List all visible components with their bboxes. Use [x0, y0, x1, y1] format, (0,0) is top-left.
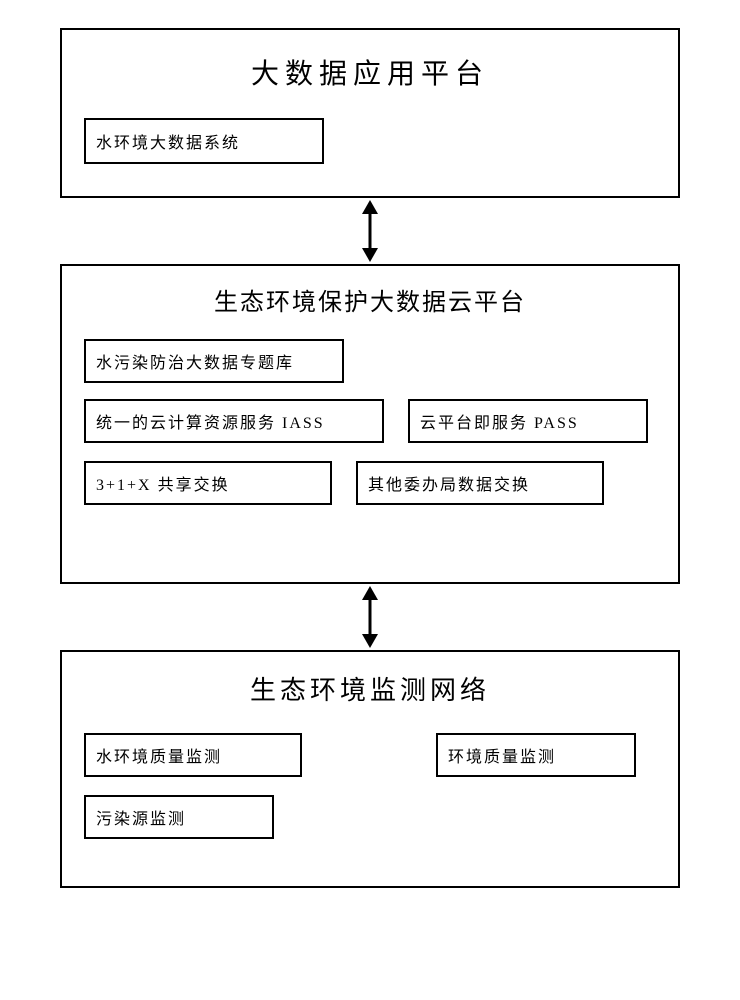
- double-arrow-icon: [346, 584, 394, 650]
- item-box: 污染源监测: [84, 795, 274, 839]
- layer-row: 污染源监测: [62, 795, 678, 855]
- item-box: 3+1+X 共享交换: [84, 461, 332, 505]
- layer-row: 水环境质量监测 环境质量监测: [62, 733, 678, 795]
- double-arrow-icon: [346, 198, 394, 264]
- layer-row: 3+1+X 共享交换 其他委办局数据交换: [62, 461, 678, 521]
- layer-cloud-platform: 生态环境保护大数据云平台 水污染防治大数据专题库 统一的云计算资源服务 IASS…: [60, 264, 680, 584]
- layer-title: 大数据应用平台: [62, 30, 678, 118]
- item-box: 水环境大数据系统: [84, 118, 324, 164]
- layer-title: 生态环境监测网络: [62, 652, 678, 733]
- item-box: 云平台即服务 PASS: [408, 399, 648, 443]
- layer-app-platform: 大数据应用平台 水环境大数据系统: [60, 28, 680, 198]
- layer-row: 统一的云计算资源服务 IASS 云平台即服务 PASS: [62, 399, 678, 461]
- item-box: 统一的云计算资源服务 IASS: [84, 399, 384, 443]
- item-box: 水污染防治大数据专题库: [84, 339, 344, 383]
- item-box: 其他委办局数据交换: [356, 461, 604, 505]
- connector-arrow: [60, 198, 680, 264]
- layer-monitoring-network: 生态环境监测网络 水环境质量监测 环境质量监测 污染源监测: [60, 650, 680, 888]
- layer-title: 生态环境保护大数据云平台: [62, 266, 678, 339]
- layer-row: 水污染防治大数据专题库: [62, 339, 678, 399]
- connector-arrow: [60, 584, 680, 650]
- layer-row: 水环境大数据系统: [62, 118, 678, 180]
- item-box: 水环境质量监测: [84, 733, 302, 777]
- diagram-canvas: 大数据应用平台 水环境大数据系统 生态环境保护大数据云平台 水污染防治大数据专题…: [0, 0, 740, 1000]
- item-box: 环境质量监测: [436, 733, 636, 777]
